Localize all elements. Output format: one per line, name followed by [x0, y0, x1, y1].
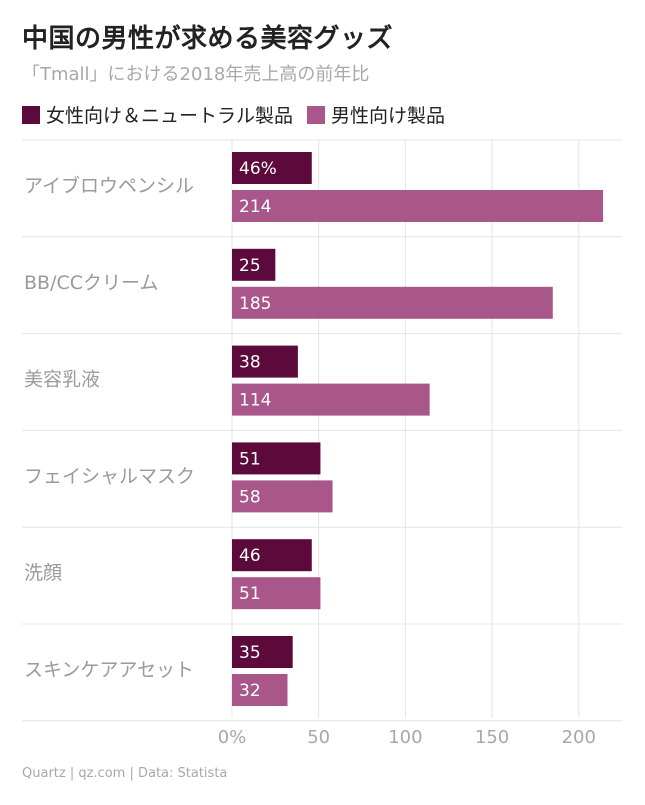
bar-s0-c5 [232, 636, 293, 668]
bar-s0-c0 [232, 152, 312, 184]
bar-s0-c1 [232, 248, 276, 281]
x-tick-label-1: 50 [307, 727, 330, 748]
bar-s1-c5 [232, 674, 288, 706]
legend-item-female-neutral: 女性向け＆ニュートラル製品 [22, 101, 293, 128]
bar-label-s1-c5: 32 [239, 681, 261, 701]
bar-s0-c2 [232, 345, 298, 378]
bar-s1-c3 [232, 480, 333, 513]
legend-label-male: 男性向け製品 [331, 105, 446, 127]
bar-label-s1-c3: 58 [239, 487, 261, 507]
bar-label-s0-c0: 46% [239, 159, 277, 179]
bar-s1-c1 [232, 286, 553, 319]
x-tick-label-4: 200 [562, 727, 596, 748]
bar-label-s0-c5: 35 [239, 643, 261, 663]
bar-s1-c2 [232, 383, 430, 416]
chart-subtitle: 「Tmall」における2018年売上高の前年比 [22, 64, 370, 85]
source-credit: Quartz | qz.com | Data: Statista [22, 766, 228, 781]
legend-swatch-female-neutral [22, 105, 40, 124]
bar-label-s1-c2: 114 [239, 391, 271, 411]
bar-label-s0-c2: 38 [239, 353, 261, 373]
category-label-1: BB/CCクリーム [24, 272, 158, 294]
bar-label-s1-c1: 185 [239, 294, 271, 314]
bar-label-s0-c4: 46 [239, 546, 261, 566]
category-label-4: 洗顔 [24, 562, 62, 584]
category-label-2: 美容乳液 [24, 369, 100, 391]
bar-s0-c3 [232, 442, 321, 475]
bar-s1-c0 [232, 190, 604, 222]
bar-label-s0-c3: 51 [239, 449, 261, 469]
bar-s0-c4 [232, 539, 312, 572]
x-tick-label-2: 100 [388, 727, 422, 748]
category-label-5: スキンケアアセット [24, 659, 194, 681]
x-tick-label-3: 150 [475, 727, 509, 748]
category-label-0: アイブロウペンシル [24, 174, 194, 197]
bar-label-s1-c0: 214 [239, 197, 271, 217]
bar-label-s0-c1: 25 [239, 256, 261, 276]
bar-label-s1-c4: 51 [239, 584, 261, 604]
legend-item-male: 男性向け製品 [307, 101, 445, 128]
legend-swatch-male [307, 105, 326, 124]
chart-title: 中国の男性が求める美容グッズ [22, 24, 394, 54]
legend-label-female-neutral: 女性向け＆ニュートラル製品 [46, 105, 294, 127]
bar-s1-c4 [232, 577, 321, 610]
legend: 女性向け＆ニュートラル製品 男性向け製品 [22, 101, 459, 128]
x-tick-label-0: 0% [218, 727, 247, 748]
category-label-3: フェイシャルマスク [24, 465, 195, 487]
